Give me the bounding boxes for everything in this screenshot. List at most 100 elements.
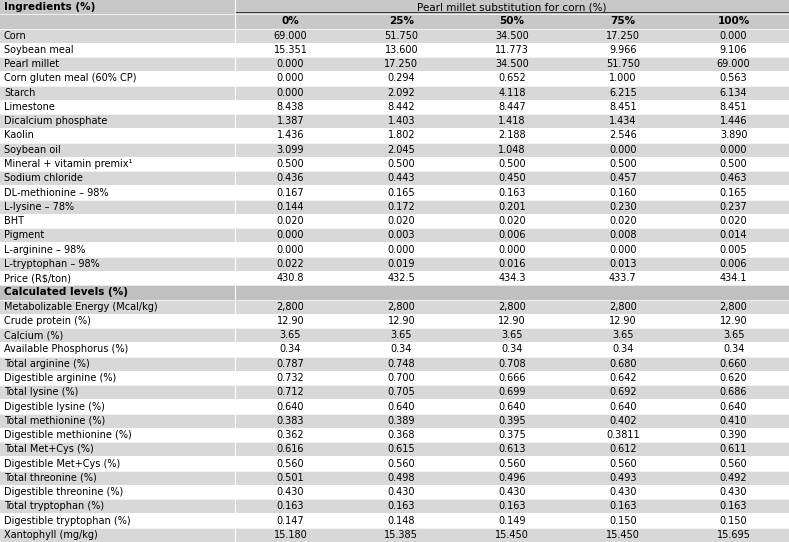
Text: 0.640: 0.640 <box>720 402 747 411</box>
Text: 15.351: 15.351 <box>274 45 308 55</box>
Text: 0.699: 0.699 <box>499 387 525 397</box>
Bar <box>0 442 235 456</box>
Bar <box>235 485 346 499</box>
Bar <box>457 513 567 528</box>
Text: Xantophyll (mg/kg): Xantophyll (mg/kg) <box>4 530 98 540</box>
Text: 0.686: 0.686 <box>720 387 747 397</box>
Text: 0.430: 0.430 <box>609 487 637 497</box>
Bar <box>567 300 679 314</box>
Bar <box>679 157 789 171</box>
Bar <box>235 14 346 29</box>
Bar <box>679 57 789 72</box>
Bar <box>235 214 346 228</box>
Text: Digestible Met+Cys (%): Digestible Met+Cys (%) <box>4 459 120 468</box>
Bar <box>0 271 235 285</box>
Bar <box>346 442 457 456</box>
Text: 0.640: 0.640 <box>499 402 525 411</box>
Bar <box>679 385 789 399</box>
Text: 0.020: 0.020 <box>387 216 415 226</box>
Bar <box>0 114 235 128</box>
Bar <box>346 414 457 428</box>
Text: 0.383: 0.383 <box>277 416 305 426</box>
Bar <box>567 57 679 72</box>
Bar <box>457 242 567 257</box>
Text: 17.250: 17.250 <box>606 31 640 41</box>
Bar <box>567 314 679 328</box>
Text: Pearl millet substitution for corn (%): Pearl millet substitution for corn (%) <box>417 2 607 12</box>
Bar <box>567 171 679 185</box>
Text: 0.163: 0.163 <box>720 501 747 511</box>
Text: 0.680: 0.680 <box>609 359 637 369</box>
Bar <box>235 271 346 285</box>
Bar <box>679 214 789 228</box>
Bar <box>567 185 679 199</box>
Bar <box>235 343 346 357</box>
Text: 9.966: 9.966 <box>609 45 637 55</box>
Bar <box>0 314 235 328</box>
Bar <box>457 29 567 43</box>
Bar <box>346 199 457 214</box>
Bar <box>0 14 235 29</box>
Text: Digestible lysine (%): Digestible lysine (%) <box>4 402 105 411</box>
Text: 0.708: 0.708 <box>498 359 526 369</box>
Text: 0.443: 0.443 <box>387 173 415 183</box>
Bar <box>346 100 457 114</box>
Text: 3.890: 3.890 <box>720 131 747 140</box>
Text: Ingredients (%): Ingredients (%) <box>4 2 95 12</box>
Bar <box>0 257 235 271</box>
Bar <box>235 456 346 470</box>
Bar <box>235 29 346 43</box>
Bar <box>567 328 679 343</box>
Bar <box>0 242 235 257</box>
Text: 0.000: 0.000 <box>277 74 305 83</box>
Bar <box>346 300 457 314</box>
Bar <box>679 128 789 143</box>
Text: Pigment: Pigment <box>4 230 44 240</box>
Bar <box>346 114 457 128</box>
Text: 0.748: 0.748 <box>387 359 415 369</box>
Text: 0.640: 0.640 <box>609 402 637 411</box>
Bar <box>0 428 235 442</box>
Bar <box>0 171 235 185</box>
Bar <box>457 385 567 399</box>
Text: 0.457: 0.457 <box>609 173 637 183</box>
Text: 0.172: 0.172 <box>387 202 415 212</box>
Text: 69.000: 69.000 <box>274 31 308 41</box>
Text: 34.500: 34.500 <box>495 59 529 69</box>
Bar <box>235 128 346 143</box>
Text: Metabolizable Energy (Mcal/kg): Metabolizable Energy (Mcal/kg) <box>4 302 158 312</box>
Text: 0.000: 0.000 <box>277 230 305 240</box>
Text: 0.000: 0.000 <box>277 59 305 69</box>
Bar <box>235 143 346 157</box>
Text: 0.712: 0.712 <box>277 387 305 397</box>
Text: 1.048: 1.048 <box>499 145 525 155</box>
Bar <box>235 199 346 214</box>
Bar <box>679 513 789 528</box>
Text: 15.180: 15.180 <box>274 530 308 540</box>
Text: 8.438: 8.438 <box>277 102 305 112</box>
Bar <box>679 485 789 499</box>
Bar <box>0 228 235 242</box>
Text: 51.750: 51.750 <box>606 59 640 69</box>
Bar <box>346 242 457 257</box>
Text: 0.430: 0.430 <box>499 487 525 497</box>
Text: 8.447: 8.447 <box>498 102 526 112</box>
Text: 0.616: 0.616 <box>277 444 305 454</box>
Bar <box>457 86 567 100</box>
Bar <box>567 385 679 399</box>
Text: Crude protein (%): Crude protein (%) <box>4 316 91 326</box>
Bar <box>0 86 235 100</box>
Text: 15.450: 15.450 <box>495 530 529 540</box>
Bar <box>567 428 679 442</box>
Bar <box>346 143 457 157</box>
Text: 0.34: 0.34 <box>391 345 412 354</box>
Text: 1.434: 1.434 <box>609 116 637 126</box>
Bar <box>235 528 346 542</box>
Bar <box>235 385 346 399</box>
Bar <box>0 143 235 157</box>
Bar <box>0 513 235 528</box>
Text: 434.3: 434.3 <box>499 273 525 283</box>
Bar <box>679 428 789 442</box>
Bar <box>235 257 346 271</box>
Text: Price (R$/ton): Price (R$/ton) <box>4 273 71 283</box>
